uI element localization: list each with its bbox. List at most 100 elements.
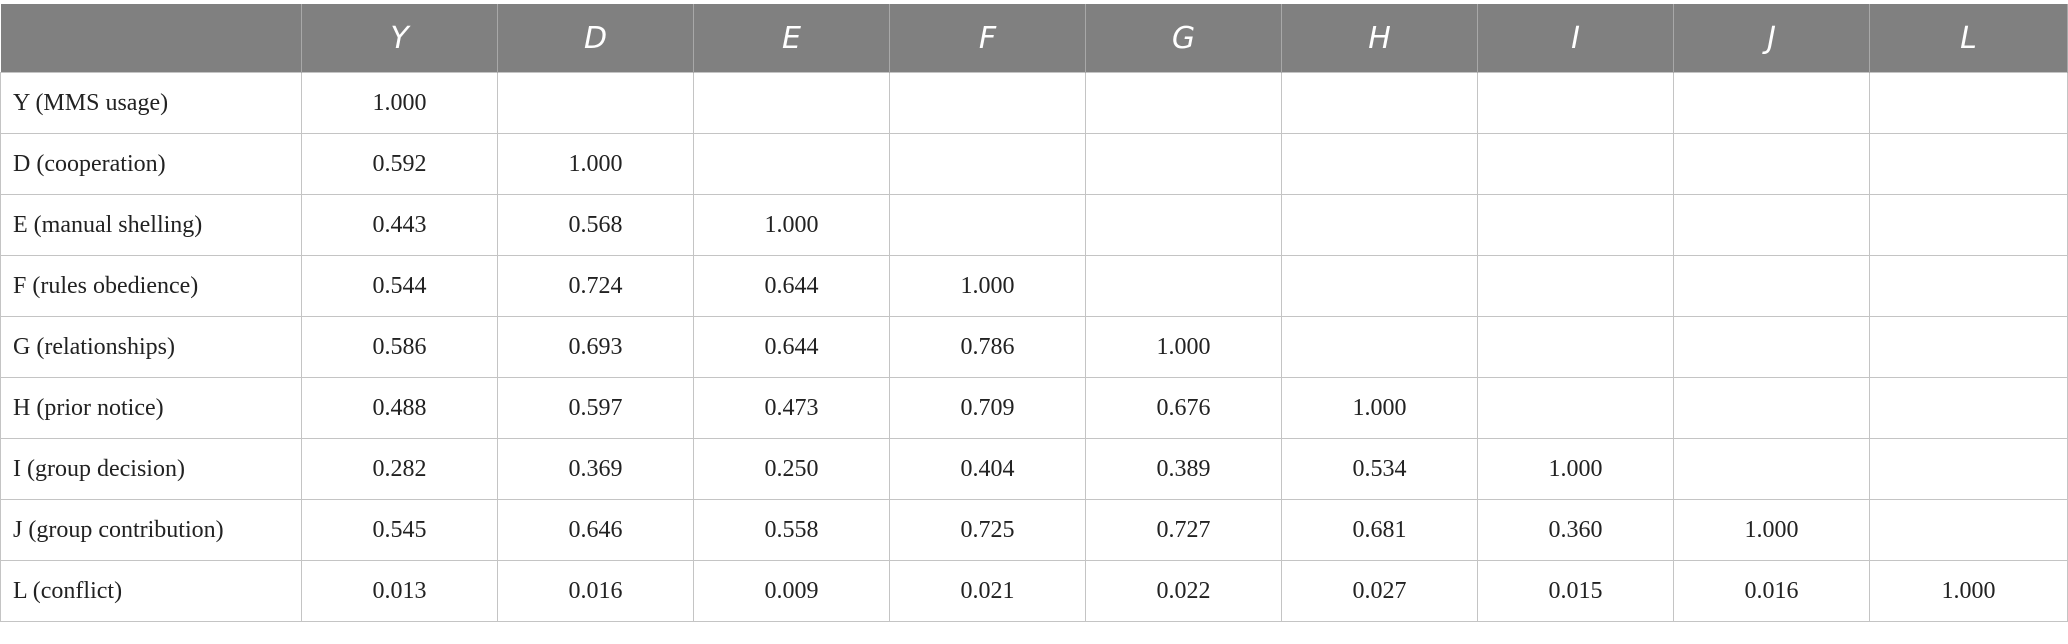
row-label: D (cooperation) [0, 133, 302, 195]
empty-cell [1477, 316, 1674, 378]
empty-cell [1085, 255, 1282, 317]
cell-value: 0.282 [301, 438, 498, 500]
column-header: L [1869, 4, 2068, 73]
empty-cell [1869, 377, 2068, 439]
cell-value: 1.000 [497, 133, 694, 195]
cell-value: 0.644 [693, 316, 890, 378]
empty-cell [693, 72, 890, 134]
column-header: F [889, 4, 1086, 73]
empty-cell [1477, 255, 1674, 317]
cell-value: 1.000 [693, 194, 890, 256]
row-label: J (group contribution) [0, 499, 302, 561]
empty-cell [1869, 133, 2068, 195]
column-header: I [1477, 4, 1674, 73]
row-label: H (prior notice) [0, 377, 302, 439]
cell-value: 0.693 [497, 316, 694, 378]
cell-value: 0.676 [1085, 377, 1282, 439]
empty-cell [1477, 133, 1674, 195]
column-header: D [497, 4, 694, 73]
empty-cell [1281, 255, 1478, 317]
cell-value: 0.725 [889, 499, 1086, 561]
cell-value: 1.000 [301, 72, 498, 134]
cell-value: 1.000 [889, 255, 1086, 317]
empty-cell [889, 72, 1086, 134]
empty-cell [1281, 72, 1478, 134]
cell-value: 0.586 [301, 316, 498, 378]
column-header: G [1085, 4, 1282, 73]
empty-cell [1085, 72, 1282, 134]
empty-cell [1869, 72, 2068, 134]
empty-cell [1673, 377, 1870, 439]
table-row: E (manual shelling) 0.443 0.568 1.000 [0, 194, 2068, 256]
cell-value: 1.000 [1673, 499, 1870, 561]
cell-value: 1.000 [1085, 316, 1282, 378]
cell-value: 0.592 [301, 133, 498, 195]
cell-value: 0.360 [1477, 499, 1674, 561]
cell-value: 0.681 [1281, 499, 1478, 561]
row-label: F (rules obedience) [0, 255, 302, 317]
row-label: L (conflict) [0, 560, 302, 622]
empty-cell [1869, 255, 2068, 317]
table-row: G (relationships) 0.586 0.693 0.644 0.786 1.0… [0, 316, 2068, 378]
cell-value: 0.646 [497, 499, 694, 561]
empty-cell [1673, 72, 1870, 134]
empty-cell [1673, 255, 1870, 317]
empty-cell [693, 133, 890, 195]
empty-cell [1281, 133, 1478, 195]
empty-cell [1477, 377, 1674, 439]
cell-value: 0.786 [889, 316, 1086, 378]
empty-cell [1477, 72, 1674, 134]
cell-value: 0.488 [301, 377, 498, 439]
empty-cell [1869, 316, 2068, 378]
empty-cell [1869, 499, 2068, 561]
empty-cell [889, 194, 1086, 256]
table-row: J (group contribution) 0.545 0.646 0.558 0.7… [0, 499, 2068, 561]
cell-value: 0.709 [889, 377, 1086, 439]
empty-cell [497, 72, 694, 134]
row-label: E (manual shelling) [0, 194, 302, 256]
cell-value: 0.534 [1281, 438, 1478, 500]
table-row: F (rules obedience) 0.544 0.724 0.644 1.000 [0, 255, 2068, 317]
cell-value: 0.724 [497, 255, 694, 317]
column-header: H [1281, 4, 1478, 73]
cell-value: 0.597 [497, 377, 694, 439]
cell-value: 0.016 [1673, 560, 1870, 622]
cell-value: 0.644 [693, 255, 890, 317]
table-row: I (group decision) 0.282 0.369 0.250 0.404 0.… [0, 438, 2068, 500]
empty-cell [1281, 316, 1478, 378]
table-row: H (prior notice) 0.488 0.597 0.473 0.709 0.67… [0, 377, 2068, 439]
cell-value: 0.369 [497, 438, 694, 500]
empty-cell [1869, 438, 2068, 500]
cell-value: 1.000 [1869, 560, 2068, 622]
column-header: J [1673, 4, 1870, 73]
header-corner [0, 4, 302, 73]
table-row: L (conflict) 0.013 0.016 0.009 0.021 0.022 0.0… [0, 560, 2068, 622]
column-header: Y [301, 4, 498, 73]
table-row: D (cooperation) 0.592 1.000 [0, 133, 2068, 195]
empty-cell [889, 133, 1086, 195]
row-label: Y (MMS usage) [0, 72, 302, 134]
empty-cell [1869, 194, 2068, 256]
table-row: Y (MMS usage) 1.000 [0, 72, 2068, 134]
table-body: Y (MMS usage) 1.000 D (cooperation) 0.592 1.… [0, 72, 2068, 622]
cell-value: 0.568 [497, 194, 694, 256]
cell-value: 0.545 [301, 499, 498, 561]
cell-value: 0.544 [301, 255, 498, 317]
cell-value: 0.389 [1085, 438, 1282, 500]
cell-value: 0.021 [889, 560, 1086, 622]
cell-value: 0.558 [693, 499, 890, 561]
empty-cell [1673, 316, 1870, 378]
empty-cell [1477, 194, 1674, 256]
empty-cell [1673, 133, 1870, 195]
cell-value: 0.009 [693, 560, 890, 622]
cell-value: 1.000 [1281, 377, 1478, 439]
column-header: E [693, 4, 890, 73]
empty-cell [1673, 438, 1870, 500]
row-label: G (relationships) [0, 316, 302, 378]
cell-value: 0.022 [1085, 560, 1282, 622]
row-label: I (group decision) [0, 438, 302, 500]
cell-value: 0.404 [889, 438, 1086, 500]
